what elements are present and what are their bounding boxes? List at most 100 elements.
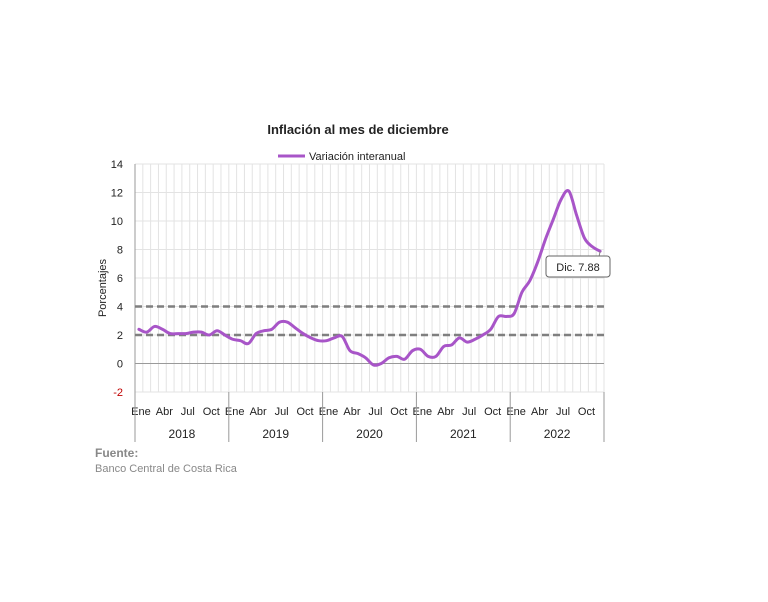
source-label: Fuente: — [95, 446, 139, 460]
series-point — [231, 338, 234, 341]
x-year-label: 2018 — [169, 427, 196, 441]
y-tick-label: 4 — [117, 302, 123, 314]
y-tick-label: 6 — [117, 273, 123, 285]
series-point — [528, 280, 531, 282]
series-point — [286, 321, 289, 323]
series-point — [568, 190, 570, 192]
legend-label: Variación interanual — [309, 151, 405, 163]
y-tick-label: 8 — [117, 245, 123, 257]
series-point — [419, 348, 422, 351]
series-point — [497, 315, 500, 318]
series-point — [388, 357, 390, 359]
series-point — [161, 328, 164, 331]
x-tick-label: Oct — [484, 406, 501, 418]
x-tick-label: Oct — [296, 406, 313, 418]
series-point — [450, 344, 453, 346]
source-text: Banco Central de Costa Rica — [95, 463, 237, 475]
series-point — [294, 327, 297, 329]
x-year-label: 2020 — [356, 427, 383, 441]
series-point — [333, 337, 336, 339]
annotation-box — [545, 255, 611, 278]
series-point — [177, 332, 179, 335]
series-point — [380, 362, 383, 365]
series-point — [341, 335, 343, 338]
x-tick-label: Ene — [131, 406, 151, 418]
annotation-text: Dic. 7.88 — [556, 262, 599, 274]
y-ticks: -2 0 2 4 6 8 10 12 14 — [111, 159, 123, 399]
x-tick-label: Oct — [390, 406, 407, 418]
series-point — [442, 345, 445, 348]
series-point — [435, 355, 437, 358]
series-point — [560, 198, 562, 201]
series-point — [145, 331, 148, 333]
x-tick-label: Oct — [578, 406, 595, 418]
x-tick-label: Jul — [181, 406, 195, 418]
series-point — [521, 291, 523, 294]
series-point — [317, 339, 320, 342]
x-tick-label: Oct — [203, 406, 220, 418]
x-axis: Ene Abr Jul Oct 2018 Ene Abr Jul Oct 2019 Ene Abr Ju… — [131, 392, 605, 442]
series-point — [474, 338, 476, 341]
y-tick-label: 14 — [111, 159, 123, 171]
series-point — [208, 334, 211, 336]
series-point — [489, 328, 492, 331]
series-point — [325, 339, 328, 342]
series-point — [583, 237, 586, 239]
series-point — [513, 312, 515, 315]
y-tick-label: 2 — [117, 330, 123, 342]
x-tick-label: Jul — [368, 406, 382, 418]
series-point — [278, 321, 281, 323]
series-point — [575, 214, 578, 217]
series-point — [505, 315, 508, 318]
series-point — [372, 364, 375, 366]
grid — [134, 163, 605, 393]
x-tick-label: Jul — [275, 406, 289, 418]
x-tick-label: Ene — [413, 406, 433, 418]
series-point — [255, 332, 257, 335]
x-year-label: 2022 — [544, 427, 571, 441]
y-tick-label: 0 — [117, 359, 123, 371]
series-point — [247, 342, 250, 345]
y-tick-label: 10 — [111, 216, 123, 228]
series-point — [263, 329, 265, 332]
series-point — [411, 349, 414, 352]
x-year-label: 2019 — [262, 427, 289, 441]
series-point — [427, 355, 429, 358]
series-point — [403, 358, 406, 361]
x-tick-label: Abr — [343, 406, 360, 418]
x-tick-label: Jul — [556, 406, 570, 418]
x-tick-label: Abr — [531, 406, 548, 418]
series-point — [302, 332, 304, 335]
series-point — [349, 349, 351, 352]
series-point — [138, 328, 140, 331]
series-point — [458, 337, 461, 339]
series-point — [153, 325, 156, 328]
x-year-label: 2021 — [450, 427, 477, 441]
series-point — [185, 332, 187, 335]
series-point — [591, 245, 594, 248]
series-point — [216, 329, 218, 332]
series-points — [138, 190, 601, 366]
series-point — [200, 331, 203, 333]
series-point — [239, 339, 242, 342]
y-axis-label: Porcentajes — [97, 258, 109, 317]
x-tick-label: Abr — [437, 406, 454, 418]
series-point — [536, 261, 539, 264]
x-tick-label: Ene — [506, 406, 526, 418]
x-tick-label: Abr — [156, 406, 173, 418]
series-point — [270, 328, 273, 331]
series-point — [169, 332, 171, 335]
series-point — [364, 357, 367, 359]
legend: Variación interanual — [278, 151, 405, 163]
series-point — [482, 334, 484, 336]
x-tick-label: Jul — [462, 406, 476, 418]
x-tick-label: Ene — [225, 406, 245, 418]
series-point — [224, 334, 226, 336]
x-tick-label: Abr — [250, 406, 267, 418]
y-tick-label: -2 — [113, 387, 123, 399]
series-point — [552, 218, 554, 221]
x-tick-label: Ene — [319, 406, 339, 418]
annotation-callout: Dic. 7.88 — [545, 251, 611, 278]
series-point — [192, 331, 195, 333]
